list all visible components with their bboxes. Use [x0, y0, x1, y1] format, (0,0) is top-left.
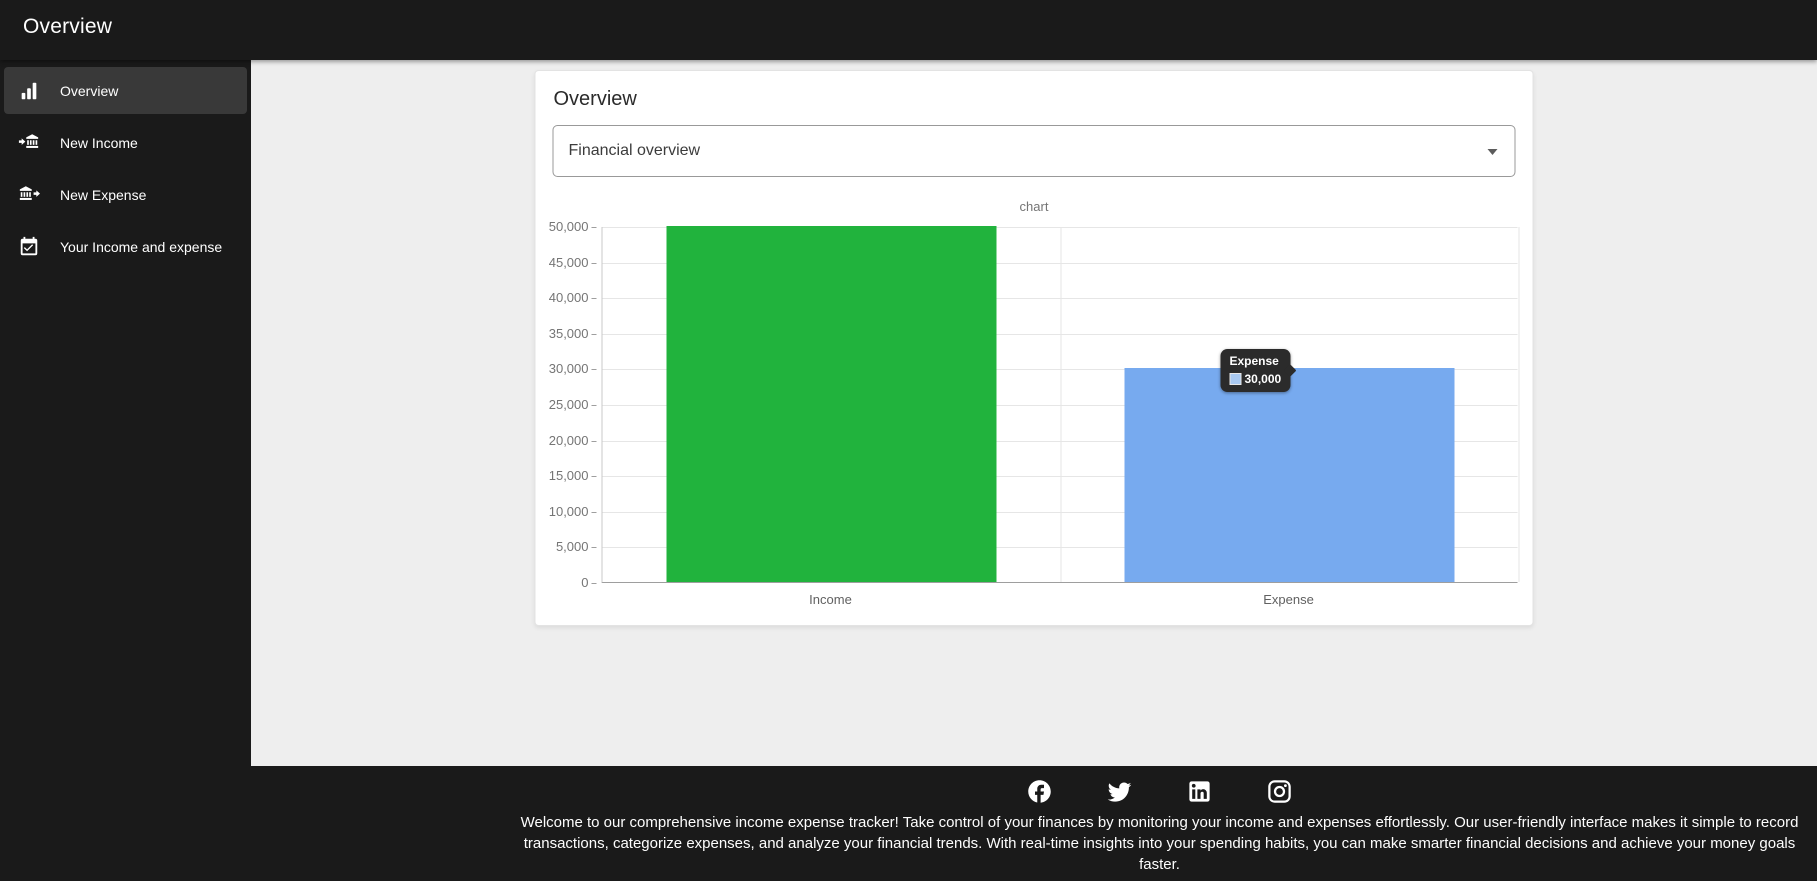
bar-expense[interactable]	[1124, 368, 1455, 582]
sidebar-item-label: Overview	[60, 82, 119, 99]
y-tick-mark	[591, 369, 597, 371]
chart-title: chart	[1019, 199, 1049, 214]
gridline	[602, 511, 1518, 513]
y-tick-label: 10,000	[548, 503, 589, 519]
y-tick-label: 0	[581, 575, 589, 590]
y-tick-mark	[591, 511, 597, 513]
x-category-label: Income	[809, 592, 852, 607]
chart-x-axis: Income Expense	[602, 592, 1518, 612]
gridline	[602, 547, 1518, 549]
vertical-gridline	[1060, 227, 1062, 582]
financial-overview-select[interactable]: Financial overview	[552, 125, 1516, 177]
x-category-label: Expense	[1263, 592, 1314, 607]
page-title: Overview	[23, 15, 113, 38]
footer-description: Welcome to our comprehensive income expe…	[520, 814, 1799, 873]
sidebar: Overview New Income New Expense Your Inc…	[0, 60, 251, 881]
chart-tooltip: Expense 30,000	[1220, 349, 1297, 392]
y-tick-label: 20,000	[548, 432, 589, 448]
calendar-check-icon	[18, 236, 40, 258]
y-tick-label: 30,000	[548, 361, 589, 377]
y-tick-label: 45,000	[548, 254, 589, 270]
chevron-down-icon	[1487, 149, 1498, 155]
footer: Welcome to our comprehensive income expe…	[251, 766, 1817, 881]
y-tick-label: 5,000	[555, 539, 589, 555]
select-value: Financial overview	[568, 142, 701, 159]
gridline	[602, 440, 1518, 442]
sidebar-item-label: New Expense	[60, 186, 147, 203]
y-tick-mark	[591, 333, 597, 335]
y-tick-label: 50,000	[548, 219, 589, 234]
vertical-gridline	[1518, 227, 1520, 582]
bar-income[interactable]	[666, 226, 997, 582]
main-content: Overview Financial overview chart 0 5,000…	[251, 60, 1817, 766]
sidebar-item-overview[interactable]: Overview	[4, 67, 247, 114]
linkedin-icon[interactable]	[1186, 778, 1213, 805]
layout: Overview New Income New Expense Your Inc…	[0, 60, 1817, 881]
social-links	[502, 766, 1817, 805]
gridline	[602, 476, 1518, 478]
bank-transfer-in-icon	[18, 132, 40, 154]
gridline	[602, 262, 1518, 264]
gridline	[602, 369, 1518, 371]
y-tick-mark	[591, 583, 597, 584]
series-swatch	[1229, 373, 1242, 385]
bar-chart-icon	[18, 80, 40, 102]
y-tick-label: 35,000	[548, 325, 589, 341]
bank-transfer-out-icon	[18, 184, 40, 206]
sidebar-item-new-income[interactable]: New Income	[4, 119, 247, 166]
y-tick-mark	[591, 476, 597, 478]
main-column: Overview Financial overview chart 0 5,000…	[251, 60, 1817, 881]
y-tick-mark	[591, 298, 597, 300]
tooltip-value: 30,000	[1244, 372, 1282, 386]
gridline	[602, 333, 1518, 335]
y-tick-mark	[591, 262, 597, 264]
overview-card: Overview Financial overview chart 0 5,000…	[534, 70, 1534, 626]
gridline	[602, 227, 1518, 228]
y-tick-mark	[591, 227, 597, 228]
sidebar-item-label: New Income	[60, 134, 138, 151]
y-tick-mark	[591, 547, 597, 549]
app-bar: Overview	[0, 0, 1817, 60]
instagram-icon[interactable]	[1266, 778, 1293, 805]
tooltip-series-name: Expense	[1229, 354, 1279, 368]
chart-plot	[601, 226, 1520, 583]
facebook-icon[interactable]	[1026, 778, 1053, 805]
y-tick-mark	[591, 405, 597, 406]
gridline	[602, 405, 1518, 406]
y-tick-label: 25,000	[548, 397, 589, 412]
chart-y-axis: 0 5,000 10,000 15,000 20,000 25,000 30,000 35,0…	[536, 219, 597, 590]
sidebar-item-label: Your Income and expense	[60, 238, 223, 255]
sidebar-item-your-income-and-expense[interactable]: Your Income and expense	[4, 223, 247, 270]
y-tick-label: 40,000	[548, 290, 589, 306]
twitter-icon[interactable]	[1106, 778, 1133, 805]
card-title: Overview	[553, 88, 637, 110]
y-tick-mark	[591, 440, 597, 442]
gridline	[602, 298, 1518, 300]
y-tick-label: 15,000	[548, 468, 589, 484]
sidebar-item-new-expense[interactable]: New Expense	[4, 171, 247, 218]
